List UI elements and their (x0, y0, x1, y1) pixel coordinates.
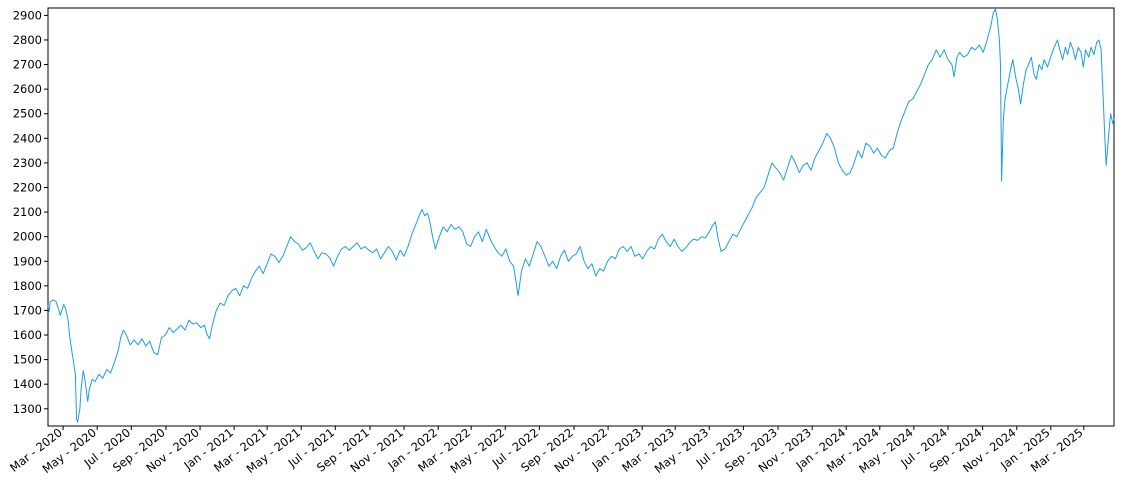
y-tick-label: 1900 (13, 254, 42, 268)
y-tick-label: 2500 (13, 107, 42, 121)
y-tick-label: 2200 (13, 180, 42, 194)
y-tick-label: 2800 (13, 33, 42, 47)
y-tick-label: 2700 (13, 58, 42, 72)
y-tick-label: 2400 (13, 131, 42, 145)
y-tick-label: 1800 (13, 279, 42, 293)
y-tick-label: 1400 (13, 377, 42, 391)
plot-area (47, 7, 1115, 427)
y-tick-label: 1600 (13, 328, 42, 342)
y-tick-label: 2000 (13, 230, 42, 244)
y-tick-label: 2600 (13, 82, 42, 96)
y-tick-label: 1500 (13, 353, 42, 367)
y-tick-label: 2100 (13, 205, 42, 219)
y-tick-label: 2300 (13, 156, 42, 170)
y-tick-label: 1700 (13, 303, 42, 317)
y-axis: 1300 1400 1500 1600 1700 1800 1900 2000 2100 2200… (13, 8, 48, 416)
y-tick-label: 2900 (13, 8, 42, 22)
y-tick-label: 1300 (13, 402, 42, 416)
series-line-price (47, 8, 1115, 423)
plot-frame (47, 7, 1115, 427)
